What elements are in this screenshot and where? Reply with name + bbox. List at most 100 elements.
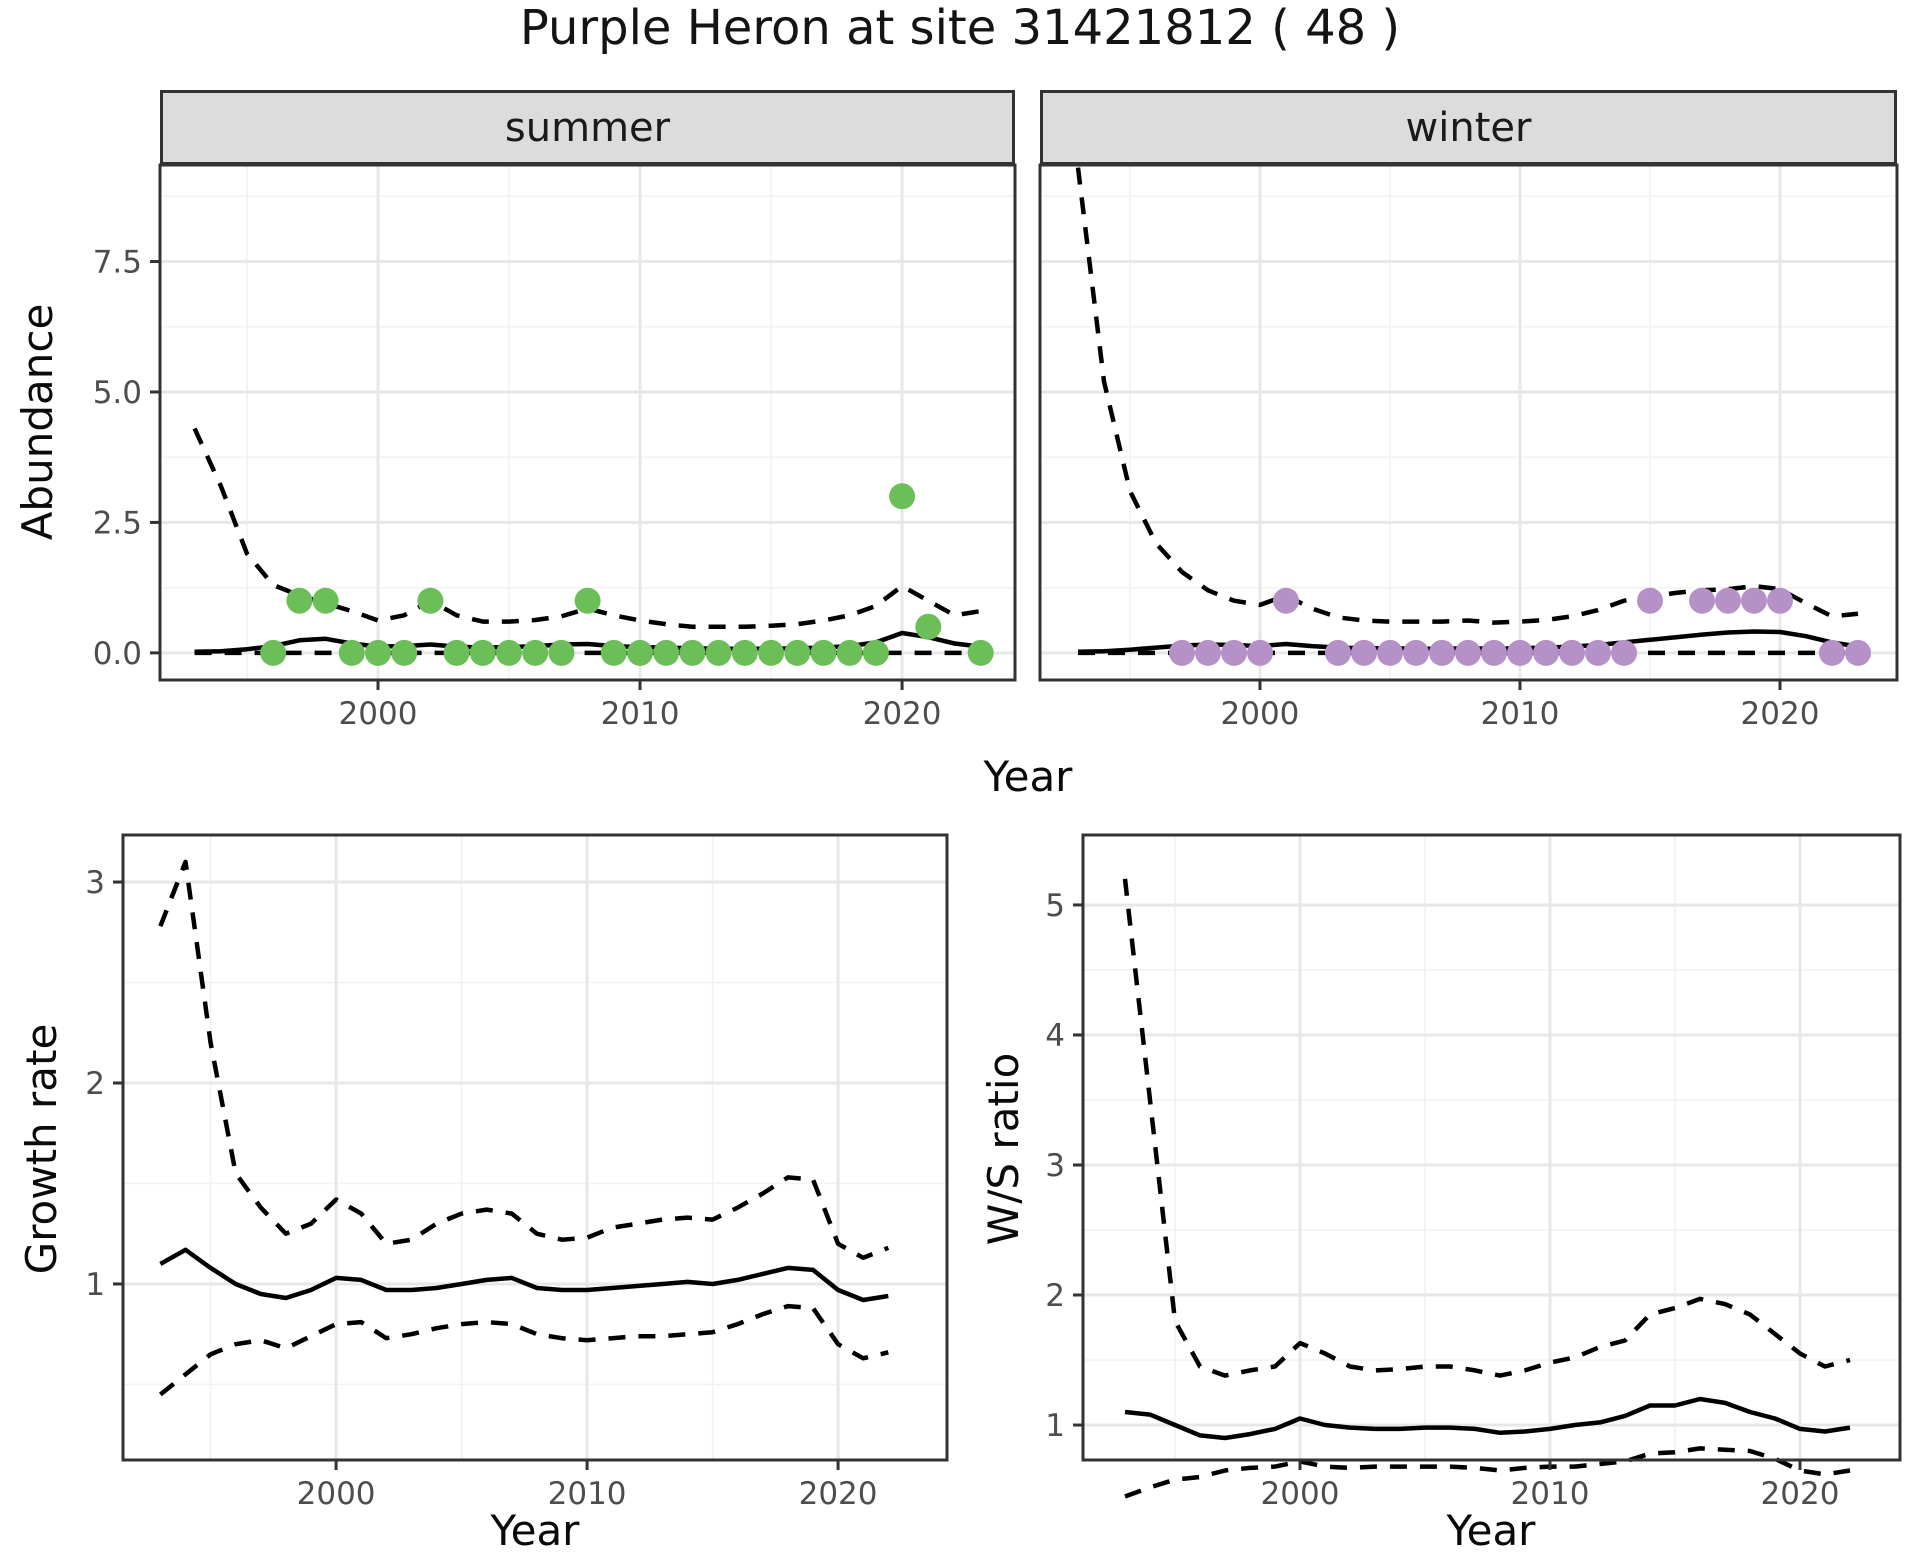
x-tick-label: 2020 bbox=[863, 696, 942, 732]
x-axis-title-ws-ratio: Year bbox=[1446, 1506, 1536, 1555]
data-point bbox=[1481, 639, 1507, 666]
x-tick-label: 2000 bbox=[339, 696, 418, 732]
y-tick-label: 1 bbox=[85, 1267, 105, 1303]
data-point bbox=[967, 639, 994, 666]
data-point bbox=[1689, 587, 1715, 614]
panel-ws-ratio: 2000 2010 2020 1 2 3 4 5 bbox=[1045, 833, 1902, 1512]
data-point bbox=[1169, 639, 1195, 666]
data-point bbox=[705, 639, 732, 666]
data-point bbox=[862, 639, 889, 666]
x-tick-label: 2000 bbox=[1221, 696, 1300, 732]
panel-border bbox=[158, 163, 1017, 682]
data-point bbox=[1767, 587, 1793, 614]
facet-strip-summer: summer bbox=[160, 90, 1015, 165]
data-point bbox=[1273, 587, 1299, 614]
data-point bbox=[1455, 639, 1481, 666]
data-point bbox=[836, 639, 863, 666]
data-point bbox=[1715, 587, 1741, 614]
data-point bbox=[810, 639, 837, 666]
x-tick-label: 2010 bbox=[1511, 1476, 1590, 1512]
panel-border bbox=[121, 833, 949, 1462]
panel-abundance-winter: 2000 2010 2020 bbox=[1038, 163, 1899, 732]
data-point bbox=[443, 639, 470, 666]
data-point bbox=[915, 613, 942, 640]
data-point bbox=[679, 639, 706, 666]
data-point bbox=[1221, 639, 1247, 666]
data-point bbox=[1507, 639, 1533, 666]
page-title: Purple Heron at site 31421812 ( 48 ) bbox=[519, 0, 1401, 56]
data-point bbox=[1585, 639, 1611, 666]
series-upper-ci bbox=[1075, 167, 1859, 625]
data-point bbox=[1845, 639, 1871, 666]
series-upper-ci bbox=[1122, 878, 1851, 1378]
x-tick-label: 2010 bbox=[1481, 696, 1560, 732]
x-tick-label: 2000 bbox=[1261, 1476, 1340, 1512]
y-tick-label: 0.0 bbox=[93, 636, 142, 672]
data-point bbox=[889, 483, 916, 510]
panel-border bbox=[1081, 833, 1902, 1462]
data-point bbox=[1325, 639, 1351, 666]
y-tick-label: 3 bbox=[85, 865, 105, 901]
data-point bbox=[338, 639, 365, 666]
x-tick-label: 2010 bbox=[601, 696, 680, 732]
y-tick-label: 1 bbox=[1045, 1408, 1065, 1444]
data-point bbox=[1819, 639, 1845, 666]
y-axis-title-abundance: Abundance bbox=[13, 303, 62, 541]
data-point bbox=[522, 639, 549, 666]
data-point bbox=[627, 639, 653, 666]
x-tick-label: 2000 bbox=[297, 1476, 376, 1512]
series-lower-ci bbox=[158, 1303, 889, 1397]
y-tick-label: 7.5 bbox=[93, 245, 142, 281]
data-point bbox=[1429, 639, 1455, 666]
facet-strip-summer-label: summer bbox=[504, 104, 671, 151]
y-tick-label: 4 bbox=[1045, 1018, 1065, 1054]
x-tick-label: 2020 bbox=[799, 1476, 878, 1512]
data-point bbox=[1351, 639, 1377, 666]
data-point bbox=[365, 639, 391, 666]
series-upper-ci bbox=[158, 859, 890, 1261]
y-tick-label: 5 bbox=[1045, 888, 1065, 924]
y-tick-label: 2 bbox=[85, 1066, 105, 1102]
x-axis-title-abundance: Year bbox=[983, 752, 1073, 801]
data-point bbox=[1559, 639, 1585, 666]
x-tick-label: 2010 bbox=[548, 1476, 627, 1512]
data-point bbox=[469, 639, 496, 666]
x-axis-title-growth-rate: Year bbox=[490, 1506, 580, 1555]
y-tick-label: 3 bbox=[1045, 1148, 1065, 1184]
panel-abundance-summer: 2000 2010 2020 0.0 2.5 5.0 7.5 bbox=[93, 163, 1017, 732]
y-tick-label: 2 bbox=[1045, 1278, 1065, 1314]
data-point bbox=[548, 639, 575, 666]
data-point bbox=[1247, 639, 1273, 666]
data-point bbox=[1637, 587, 1663, 614]
data-point bbox=[417, 587, 444, 614]
data-point bbox=[1611, 639, 1637, 666]
series-lower-ci bbox=[1124, 1446, 1851, 1499]
data-point bbox=[1533, 639, 1559, 666]
x-tick-label: 2020 bbox=[1741, 696, 1820, 732]
data-point bbox=[600, 639, 627, 666]
data-point bbox=[784, 639, 811, 666]
panel-growth-rate: 2000 2010 2020 1 2 3 bbox=[85, 833, 949, 1512]
panel-border bbox=[1038, 163, 1899, 682]
x-tick-label: 2020 bbox=[1761, 1476, 1840, 1512]
data-point bbox=[496, 639, 522, 666]
data-point bbox=[391, 639, 418, 666]
data-point bbox=[1741, 587, 1767, 614]
data-point bbox=[260, 639, 287, 666]
data-point bbox=[1403, 639, 1429, 666]
panel-background bbox=[1083, 835, 1900, 1460]
data-point bbox=[1195, 639, 1221, 666]
y-axis-title-ws-ratio: W/S ratio bbox=[979, 1052, 1028, 1246]
y-tick-label: 2.5 bbox=[93, 505, 142, 541]
data-point bbox=[758, 639, 785, 666]
series-mean bbox=[159, 1247, 889, 1303]
data-point bbox=[731, 639, 758, 666]
facet-strip-winter: winter bbox=[1040, 90, 1897, 165]
panel-background bbox=[123, 835, 947, 1460]
facet-strip-winter-label: winter bbox=[1405, 104, 1532, 151]
y-tick-label: 5.0 bbox=[93, 375, 142, 411]
data-point bbox=[574, 587, 601, 614]
y-axis-title-growth-rate: Growth rate bbox=[17, 1023, 66, 1275]
